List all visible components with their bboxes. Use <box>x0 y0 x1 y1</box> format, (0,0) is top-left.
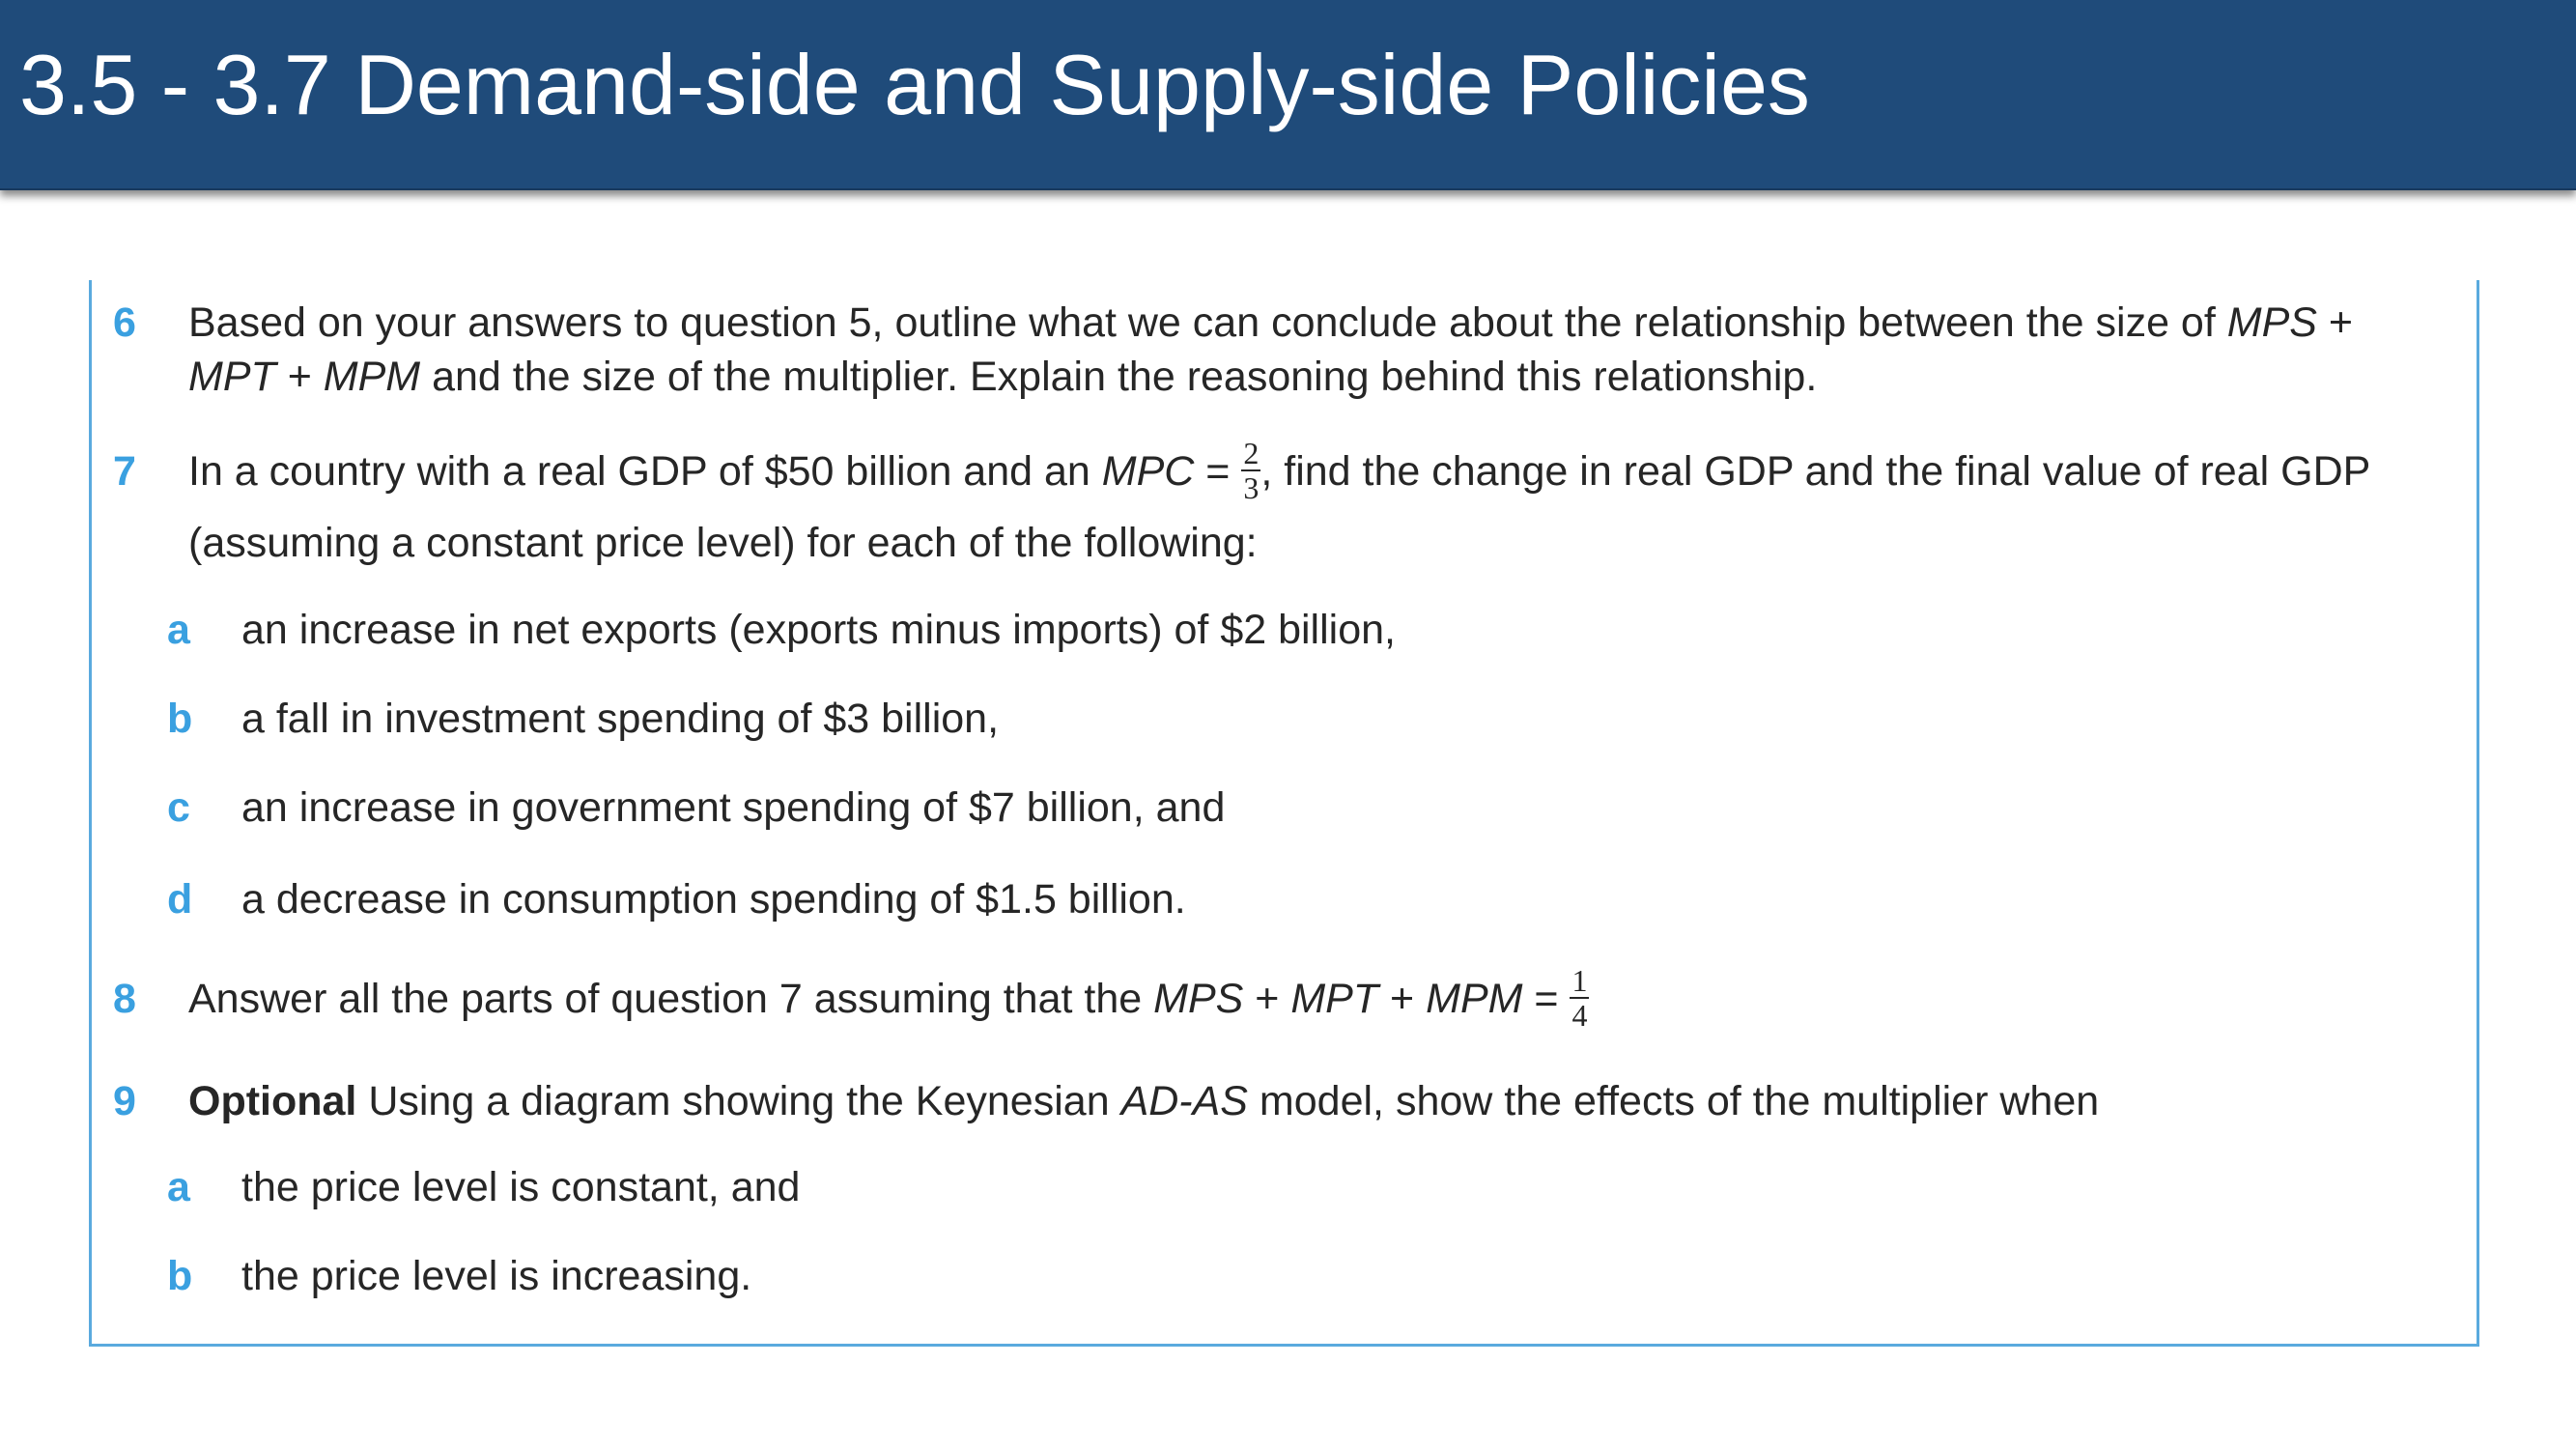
text: In a country with a real GDP of $50 bill… <box>188 448 1102 495</box>
numerator: 1 <box>1570 962 1590 999</box>
item-text: the price level is increasing. <box>241 1253 752 1299</box>
question: 9 Optional Using a diagram showing the K… <box>113 1074 2390 1128</box>
question-number: 6 <box>113 299 136 346</box>
question: 8 Answer all the parts of question 7 ass… <box>113 964 2390 1036</box>
question-number: 7 <box>113 448 136 495</box>
denominator: 4 <box>1571 997 1588 1033</box>
question: 6 Based on your answers to question 5, o… <box>113 296 2390 404</box>
text: Answer all the parts of question 7 assum… <box>188 976 1154 1022</box>
text: MPS <box>2226 299 2317 346</box>
text: MPS <box>1153 976 1244 1022</box>
item-label: c <box>167 784 190 831</box>
item-text: an increase in government spending of $7… <box>241 784 1226 831</box>
text: AD-AS <box>1120 1078 1248 1124</box>
item-text: a decrease in consumption spending of $1… <box>241 876 1186 923</box>
item-text: a fall in investment spending of $3 bill… <box>241 696 1000 742</box>
text: MPC <box>1101 448 1195 495</box>
text: = <box>1522 976 1571 1022</box>
text: model, show the effects of the multiplie… <box>1247 1078 2100 1124</box>
text: + <box>2316 299 2353 346</box>
item-label: a <box>167 1164 190 1210</box>
denominator: 3 <box>1243 469 1260 505</box>
text: and the size of the multiplier. Explain … <box>420 354 1818 400</box>
text: , find the change in real GDP and the fi… <box>188 448 2370 566</box>
text: Based on your answers to question 5, out… <box>188 299 2227 346</box>
text: MPM <box>1426 976 1523 1022</box>
item-text: an increase in net exports (exports minu… <box>241 607 1396 653</box>
question-text: Based on your answers to question 5, out… <box>188 296 2390 404</box>
text: MPT <box>1290 976 1379 1022</box>
item-text: the price level is constant, and <box>241 1164 801 1210</box>
question-box: 6 Based on your answers to question 5, o… <box>89 280 2479 1347</box>
numerator: 2 <box>1241 435 1261 471</box>
text: Using a diagram showing the Keynesian <box>356 1078 1121 1124</box>
question-number: 9 <box>113 1078 136 1124</box>
title: 3.5 - 3.7 Demand-side and Supply-side Po… <box>19 37 1810 132</box>
text: MPM <box>323 354 421 400</box>
question-number: 8 <box>113 976 136 1022</box>
item-label: d <box>167 876 193 923</box>
text: + <box>275 354 324 400</box>
question-text: In a country with a real GDP of $50 bill… <box>188 437 2390 579</box>
item-label: a <box>167 607 190 653</box>
text: + <box>1243 976 1291 1022</box>
text: MPT <box>188 354 276 400</box>
text: = <box>1194 448 1242 495</box>
question: 7 In a country with a real GDP of $50 bi… <box>113 437 2390 579</box>
item-label: b <box>167 696 193 742</box>
question-text: Optional Using a diagram showing the Key… <box>188 1074 2390 1128</box>
header: 3.5 - 3.7 Demand-side and Supply-side Po… <box>0 0 2576 190</box>
item-label: b <box>167 1253 193 1299</box>
text: + <box>1378 976 1427 1022</box>
question-text: Answer all the parts of question 7 assum… <box>188 964 2390 1036</box>
text: Optional <box>188 1078 357 1124</box>
